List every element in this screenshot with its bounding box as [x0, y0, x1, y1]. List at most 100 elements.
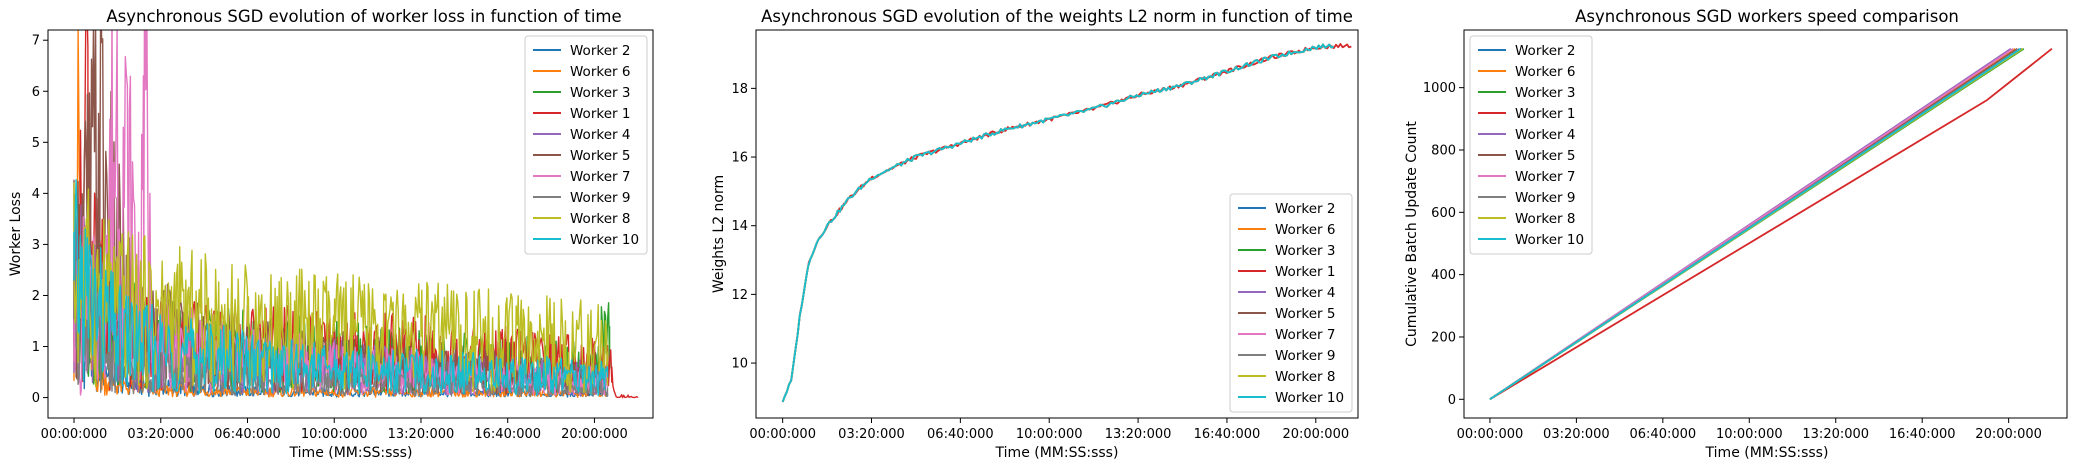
y-tick-label: 16: [731, 151, 748, 166]
legend-label: Worker 3: [1515, 85, 1575, 101]
x-tick-label: 10:00:000: [1016, 427, 1083, 442]
chart-2-series-group: [781, 43, 1352, 403]
legend-label: Worker 3: [1275, 243, 1335, 259]
chart-2-ylabel: Weights L2 norm: [711, 175, 727, 293]
x-tick-label: 03:20:000: [1543, 427, 1610, 442]
y-tick-label: 5: [32, 136, 40, 151]
legend-label: Worker 4: [1275, 285, 1335, 301]
y-tick-label: 800: [1431, 143, 1456, 158]
y-tick-label: 1000: [1423, 81, 1456, 96]
legend-label: Worker 10: [570, 232, 639, 248]
x-tick-label: 06:40:000: [927, 427, 994, 442]
legend-label: Worker 6: [1515, 64, 1575, 80]
legend-box: [1469, 35, 1593, 255]
plot-frame: [47, 29, 654, 419]
x-tick-label: 16:40:000: [1889, 427, 1956, 442]
y-tick-label: 4: [32, 187, 40, 202]
legend-label: Worker 6: [570, 64, 630, 80]
legend-label: Worker 8: [570, 211, 630, 227]
legend-label: Worker 5: [1515, 148, 1575, 164]
x-tick-label: 13:20:000: [388, 427, 455, 442]
chart-2-xlabel: Time (MM:SS:sss): [995, 445, 1119, 461]
y-tick-label: 0: [32, 391, 40, 406]
x-tick-label: 13:20:000: [1105, 427, 1172, 442]
x-tick-label: 10:00:000: [1716, 427, 1783, 442]
chart-1-series-group: [73, 30, 639, 399]
legend-label: Worker 5: [1275, 306, 1335, 322]
x-tick-label: 16:40:000: [474, 427, 541, 442]
y-tick-label: 2: [32, 289, 40, 304]
legend-label: Worker 8: [1515, 211, 1575, 227]
legend-label: Worker 5: [570, 148, 630, 164]
legend-label: Worker 8: [1275, 369, 1335, 385]
legend-box: [1229, 193, 1353, 413]
legend-label: Worker 10: [1515, 232, 1584, 248]
legend: Worker 2 Worker 6 Worker 3 Worker 1 Worker 4…: [1469, 35, 1593, 255]
chart-3: Asynchronous SGD workers speed compariso…: [1404, 7, 1959, 461]
legend-label: Worker 9: [570, 190, 630, 206]
x-tick-label: 20:00:000: [1975, 427, 2042, 442]
chart-3-title: Asynchronous SGD workers speed compariso…: [1575, 7, 1959, 26]
y-tick-label: 0: [1448, 393, 1456, 408]
x-tick-label: 16:40:000: [1194, 427, 1261, 442]
x-tick-label: 00:00:000: [1457, 427, 1524, 442]
legend-label: Worker 10: [1275, 390, 1344, 406]
y-tick-label: 7: [32, 34, 40, 49]
legend-label: Worker 2: [1275, 201, 1335, 217]
legend-label: Worker 7: [570, 169, 630, 185]
series-line-worker-10: [781, 43, 1334, 403]
chart-2-plot: 00:00:000 03:20:000 06:40:000 10:00:000 13:2…: [731, 29, 1359, 442]
chart-1-xlabel: Time (MM:SS:sss): [289, 445, 413, 461]
x-tick-label: 20:00:000: [561, 427, 628, 442]
chart-1-plot: 00:00:000 03:20:000 06:40:000 10:00:000 13:2…: [32, 29, 654, 442]
x-tick-label: 13:20:000: [1802, 427, 1869, 442]
legend: Worker 2 Worker 6 Worker 3 Worker 1 Worker 4…: [524, 35, 648, 255]
series-line-worker-10: [1489, 47, 2022, 401]
legend-label: Worker 3: [570, 85, 630, 101]
x-tick-label: 06:40:000: [214, 427, 281, 442]
y-tick-label: 200: [1431, 330, 1456, 345]
chart-3-xlabel: Time (MM:SS:sss): [1705, 445, 1829, 461]
y-tick-label: 14: [731, 219, 748, 234]
y-tick-label: 12: [731, 288, 748, 303]
chart-1-title: Asynchronous SGD evolution of worker los…: [106, 7, 621, 26]
x-tick-label: 10:00:000: [301, 427, 368, 442]
x-tick-label: 00:00:000: [41, 427, 108, 442]
y-tick-label: 1: [32, 340, 40, 355]
chart-3-ylabel: Cumulative Batch Update Count: [1404, 121, 1420, 347]
legend-label: Worker 6: [1275, 222, 1335, 238]
series-line-worker-7: [73, 30, 609, 397]
plot-frame: [1463, 29, 2068, 419]
y-tick-label: 6: [32, 85, 40, 100]
series-line-worker-10: [73, 179, 609, 397]
chart-2: Asynchronous SGD evolution of the weight…: [711, 7, 1353, 461]
legend-label: Worker 7: [1515, 169, 1575, 185]
legend: Worker 2 Worker 6 Worker 3 Worker 1 Worker 4…: [1229, 193, 1353, 413]
x-tick-label: 00:00:000: [749, 427, 816, 442]
y-tick-label: 400: [1431, 268, 1456, 283]
legend-label: Worker 7: [1275, 327, 1335, 343]
legend-label: Worker 1: [1275, 264, 1335, 280]
y-tick-label: 18: [731, 82, 748, 97]
legend-label: Worker 9: [1275, 348, 1335, 364]
chart-1-ylabel: Worker Loss: [8, 192, 24, 276]
legend-label: Worker 1: [570, 106, 630, 122]
legend-label: Worker 2: [570, 43, 630, 59]
x-tick-label: 03:20:000: [838, 427, 905, 442]
legend-label: Worker 4: [1515, 127, 1575, 143]
chart-3-plot: 00:00:000 03:20:000 06:40:000 10:00:000 13:2…: [1423, 29, 2068, 442]
plot-frame: [755, 29, 1359, 419]
legend-label: Worker 1: [1515, 106, 1575, 122]
chart-2-title: Asynchronous SGD evolution of the weight…: [761, 7, 1353, 26]
legend-label: Worker 9: [1515, 190, 1575, 206]
x-tick-label: 06:40:000: [1630, 427, 1697, 442]
y-tick-label: 10: [731, 357, 748, 372]
series-line-worker-1: [1489, 47, 2053, 401]
x-tick-label: 20:00:000: [1282, 427, 1349, 442]
x-tick-label: 03:20:000: [127, 427, 194, 442]
chart-1: Asynchronous SGD evolution of worker los…: [8, 7, 622, 461]
legend-label: Worker 2: [1515, 43, 1575, 59]
series-line-worker-9: [73, 194, 609, 398]
